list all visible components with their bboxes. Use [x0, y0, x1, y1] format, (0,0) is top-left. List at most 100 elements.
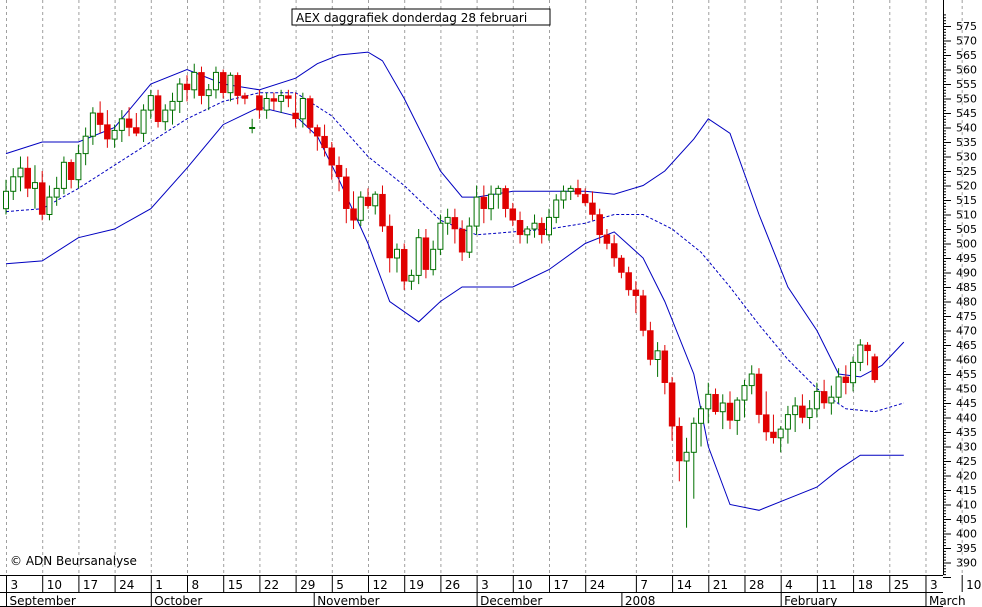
y-tick-label: 485 [956, 281, 977, 294]
candle-body-down [581, 193, 589, 204]
candle-body-up [263, 98, 270, 111]
candle-body-up [741, 385, 748, 401]
candle-body-down [509, 208, 517, 221]
candle [292, 92, 299, 128]
candle [596, 208, 603, 244]
candle-body-up [10, 176, 17, 192]
candle [792, 397, 799, 432]
candle [350, 191, 357, 229]
candle-body-down [799, 405, 806, 418]
candle [473, 185, 480, 235]
candle [770, 414, 777, 444]
candle [777, 426, 784, 453]
x-day-label: 3 [11, 578, 19, 592]
candle-body-up [560, 190, 567, 201]
x-day-label: 15 [228, 578, 243, 592]
candle [89, 107, 96, 145]
candle [60, 156, 67, 195]
candle [147, 89, 154, 119]
candle-body-down [451, 217, 459, 230]
candle-body-up [191, 71, 198, 91]
candle-body-up [567, 187, 574, 192]
candle-body-down [618, 257, 625, 273]
candle [31, 165, 38, 209]
x-day-label: 3 [930, 578, 938, 592]
candle [654, 342, 661, 377]
candle [140, 104, 147, 142]
candle [364, 188, 372, 209]
candle [306, 95, 314, 134]
candle [82, 127, 89, 166]
candle [705, 382, 712, 424]
candle [726, 391, 734, 430]
candle [321, 124, 328, 157]
candle [589, 191, 596, 221]
candle-body-down [647, 330, 654, 360]
y-tick-label: 425 [956, 455, 977, 468]
candle [784, 405, 791, 444]
candle [668, 376, 676, 441]
candle-body-up [719, 402, 726, 413]
candle [169, 92, 176, 125]
y-tick-label: 490 [956, 267, 977, 280]
candle [509, 202, 517, 227]
candle-body-down [842, 376, 850, 383]
x-day-label: 18 [858, 578, 873, 592]
candle [762, 391, 770, 441]
candle-body-down [38, 182, 46, 215]
y-tick-label: 400 [956, 528, 977, 541]
candle [741, 379, 748, 418]
candle [719, 394, 726, 430]
y-tick-label: 535 [956, 136, 977, 149]
candle-body-down [328, 147, 336, 166]
y-tick-label: 525 [956, 165, 977, 178]
y-tick-label: 465 [956, 339, 977, 352]
candle [857, 339, 864, 372]
candle [125, 107, 133, 137]
candle-body-down [219, 72, 227, 93]
candle-body-up [430, 248, 437, 271]
candle-body-down [502, 188, 509, 209]
candle [466, 217, 473, 258]
candle [488, 185, 495, 221]
x-month-label: September [10, 594, 76, 607]
candle-body-down [516, 220, 524, 236]
candle [133, 113, 140, 137]
candle-body-up [205, 89, 212, 97]
y-tick-label: 575 [956, 20, 977, 33]
candle-body-up [162, 109, 169, 123]
candle [690, 417, 697, 499]
x-day-label: 19 [409, 578, 424, 592]
candle-body-down [67, 162, 75, 180]
candle [430, 240, 437, 276]
x-month-label: March [929, 594, 966, 607]
candle-body-up [748, 373, 755, 387]
candle-body-up [495, 187, 502, 195]
x-day-label: 29 [300, 578, 315, 592]
candle-body-down [241, 95, 249, 99]
candle-body-down [538, 222, 546, 236]
candle [96, 101, 104, 134]
candle [38, 171, 46, 221]
candle-body-up [806, 408, 813, 418]
x-day-label: 10 [966, 578, 981, 592]
candle [567, 185, 574, 200]
bollinger-lower-line [5, 106, 904, 511]
candle [661, 345, 669, 395]
candle-body-down [292, 112, 299, 120]
candle [734, 397, 741, 435]
candle-body-up [60, 161, 67, 189]
candle-body-down [314, 127, 321, 137]
candle-body-down [596, 214, 603, 236]
candle [408, 269, 415, 290]
candle [104, 110, 111, 148]
x-day-label: 24 [590, 578, 605, 592]
candle [850, 356, 857, 392]
y-tick-label: 415 [956, 484, 977, 497]
candle-body-down [386, 225, 393, 259]
candle-body-up [466, 225, 473, 253]
candle-body-up [784, 414, 791, 430]
x-day-label: 17 [554, 578, 569, 592]
y-tick-label: 445 [956, 397, 977, 410]
candle [24, 156, 31, 198]
